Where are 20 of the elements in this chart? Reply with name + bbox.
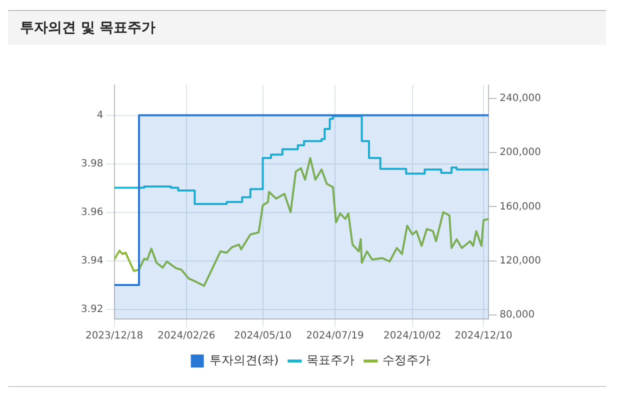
x-tick-label: 2024/02/26: [158, 330, 216, 342]
y2-tick-label: 120,000: [500, 255, 542, 266]
chart-title: 투자의견 및 목표주가: [8, 11, 606, 45]
y-tick-label: 3.96: [81, 206, 104, 218]
x-tick-label: 2023/12/18: [85, 330, 144, 342]
y2-tick-label: 80,000: [500, 310, 535, 321]
y2-tick-label: 240,000: [500, 93, 542, 104]
y-tick-label: 3.98: [81, 158, 104, 170]
x-tick-label: 2024/12/10: [454, 330, 512, 342]
x-tick-label: 2024/07/19: [306, 330, 364, 342]
legend-label: 투자의견(좌): [209, 353, 279, 368]
legend-label: 목표주가: [306, 353, 355, 368]
x-tick-label: 2024/05/10: [234, 330, 292, 342]
x-tick-label: 2024/10/02: [384, 330, 442, 342]
y-tick-label: 3.94: [81, 255, 104, 266]
y2-tick-label: 160,000: [500, 201, 542, 212]
y-tick-label: 4: [96, 110, 104, 121]
y2-tick-label: 200,000: [500, 147, 542, 158]
y-tick-label: 3.92: [81, 304, 104, 315]
legend-label: 수정주가: [382, 353, 431, 368]
